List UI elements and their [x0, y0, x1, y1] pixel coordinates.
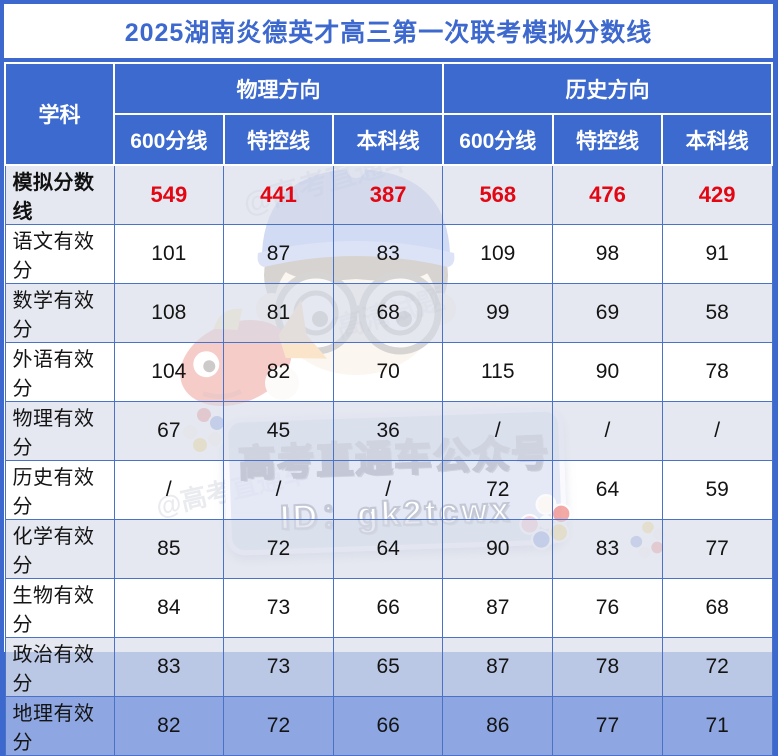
score-cell: 441 — [223, 164, 334, 225]
score-cell: 549 — [113, 164, 225, 225]
header-subject: 学科 — [4, 62, 115, 166]
score-cell: / — [661, 401, 773, 461]
score-cell: 98 — [552, 224, 663, 284]
row-label: 外语有效分 — [4, 342, 115, 402]
header-col: 600分线 — [441, 113, 554, 166]
score-cell: 115 — [442, 342, 554, 402]
score-cell: 72 — [223, 696, 334, 756]
score-cell: 65 — [332, 637, 444, 697]
score-cell: 568 — [442, 164, 554, 225]
score-cell: / — [442, 401, 554, 461]
table-area: @高考直通车 高清试题 @高考直通车 — [4, 62, 774, 756]
score-cell: 108 — [113, 283, 225, 343]
score-cell: 45 — [223, 401, 334, 461]
row-label: 数学有效分 — [4, 283, 115, 343]
score-cell: / — [332, 460, 444, 520]
score-cell: / — [223, 460, 334, 520]
row-label: 地理有效分 — [4, 696, 115, 756]
score-cell: 59 — [661, 460, 773, 520]
score-cell: 36 — [332, 401, 444, 461]
score-cell: 66 — [332, 696, 444, 756]
header-subcolumn-row: 600分线 特控线 本科线 600分线 特控线 本科线 — [5, 113, 773, 166]
score-cell: 58 — [661, 283, 773, 343]
score-cell: 73 — [223, 578, 334, 638]
score-cell: 101 — [113, 224, 225, 284]
header-col: 本科线 — [332, 113, 444, 166]
score-cell: 81 — [223, 283, 334, 343]
header-col: 600分线 — [113, 113, 225, 166]
row-label: 物理有效分 — [4, 401, 115, 461]
table-row: 政治有效分 83 73 65 87 78 72 — [4, 637, 773, 697]
header-col: 特控线 — [551, 113, 664, 166]
score-cell: 73 — [223, 637, 334, 697]
table-header: 学科 物理方向 历史方向 600分线 特控线 本科线 600分线 特控线 本科线 — [4, 62, 774, 166]
score-cell: 72 — [661, 637, 773, 697]
table-body: 模拟分数线 549 441 387 568 476 429 语文有效分 101 87 83 109 98… — [4, 164, 773, 756]
score-cell: 78 — [552, 637, 663, 697]
table-row: 语文有效分 101 87 83 109 98 91 — [4, 224, 773, 284]
table-row: 外语有效分 104 82 70 115 90 78 — [4, 342, 773, 402]
table-row: 物理有效分 67 45 36// / — [4, 401, 773, 461]
score-cell: 87 — [223, 224, 334, 284]
score-cell: 77 — [661, 519, 773, 579]
row-label: 政治有效分 — [4, 637, 115, 697]
header-col: 特控线 — [222, 113, 335, 166]
score-cell: 99 — [442, 283, 554, 343]
title-bar: 2025湖南炎德英才高三第一次联考模拟分数线 — [4, 4, 773, 58]
score-cell: 87 — [442, 637, 554, 697]
score-cell: 87 — [442, 578, 554, 638]
header-col: 本科线 — [661, 113, 773, 166]
score-cell: 69 — [552, 283, 663, 343]
score-cell: 82 — [113, 696, 225, 756]
score-cell: 83 — [332, 224, 444, 284]
score-cell: 83 — [552, 519, 663, 579]
score-cell: 72 — [223, 519, 334, 579]
row-label: 语文有效分 — [4, 224, 115, 284]
page: { "title": "2025湖南炎德英才高三第一次联考模拟分数线", "co… — [4, 4, 774, 756]
score-cell: / — [552, 401, 663, 461]
score-cell: 72 — [442, 460, 554, 520]
score-cell: 78 — [661, 342, 773, 402]
score-cell: 91 — [661, 224, 773, 284]
score-cell: / — [113, 460, 225, 520]
score-cell: 84 — [113, 578, 225, 638]
header-group-row: 学科 物理方向 历史方向 — [4, 62, 774, 166]
score-cell: 66 — [332, 578, 444, 638]
table-row: 历史有效分 / //72 64 59 — [4, 460, 773, 520]
row-label: 生物有效分 — [4, 578, 115, 638]
score-cell: 85 — [113, 519, 225, 579]
table-row: 数学有效分 108 81 68 99 69 58 — [4, 283, 773, 343]
table-row: 模拟分数线 549 441 387 568 476 429 — [4, 164, 773, 225]
score-cell: 64 — [332, 519, 444, 579]
score-cell: 77 — [552, 696, 663, 756]
score-cell: 67 — [113, 401, 225, 461]
score-cell: 76 — [552, 578, 663, 638]
row-label: 历史有效分 — [4, 460, 115, 520]
score-cell: 476 — [552, 164, 663, 225]
score-table: 学科 物理方向 历史方向 600分线 特控线 本科线 600分线 特控线 本科线… — [4, 62, 774, 756]
score-cell: 429 — [661, 164, 773, 225]
score-cell: 83 — [113, 637, 225, 697]
row-label: 模拟分数线 — [4, 164, 115, 225]
score-cell: 109 — [442, 224, 554, 284]
score-cell: 387 — [332, 164, 444, 225]
table-row: 化学有效分 85 72 64 90 83 77 — [4, 519, 773, 579]
header-group-physics: 物理方向 — [113, 62, 444, 115]
table-row: 生物有效分 84 73 66 87 76 68 — [4, 578, 773, 638]
score-cell: 68 — [332, 283, 444, 343]
score-cell: 68 — [661, 578, 773, 638]
score-cell: 64 — [552, 460, 663, 520]
score-cell: 104 — [113, 342, 225, 402]
table-row: 地理有效分 82 72 66 86 77 71 — [4, 696, 773, 756]
page-title: 2025湖南炎德英才高三第一次联考模拟分数线 — [124, 19, 653, 47]
score-cell: 86 — [442, 696, 554, 756]
row-label: 化学有效分 — [4, 519, 115, 579]
score-cell: 70 — [332, 342, 444, 402]
header-group-history: 历史方向 — [441, 62, 774, 115]
score-cell: 90 — [552, 342, 663, 402]
score-cell: 90 — [442, 519, 554, 579]
score-cell: 82 — [223, 342, 334, 402]
score-cell: 71 — [661, 696, 773, 756]
